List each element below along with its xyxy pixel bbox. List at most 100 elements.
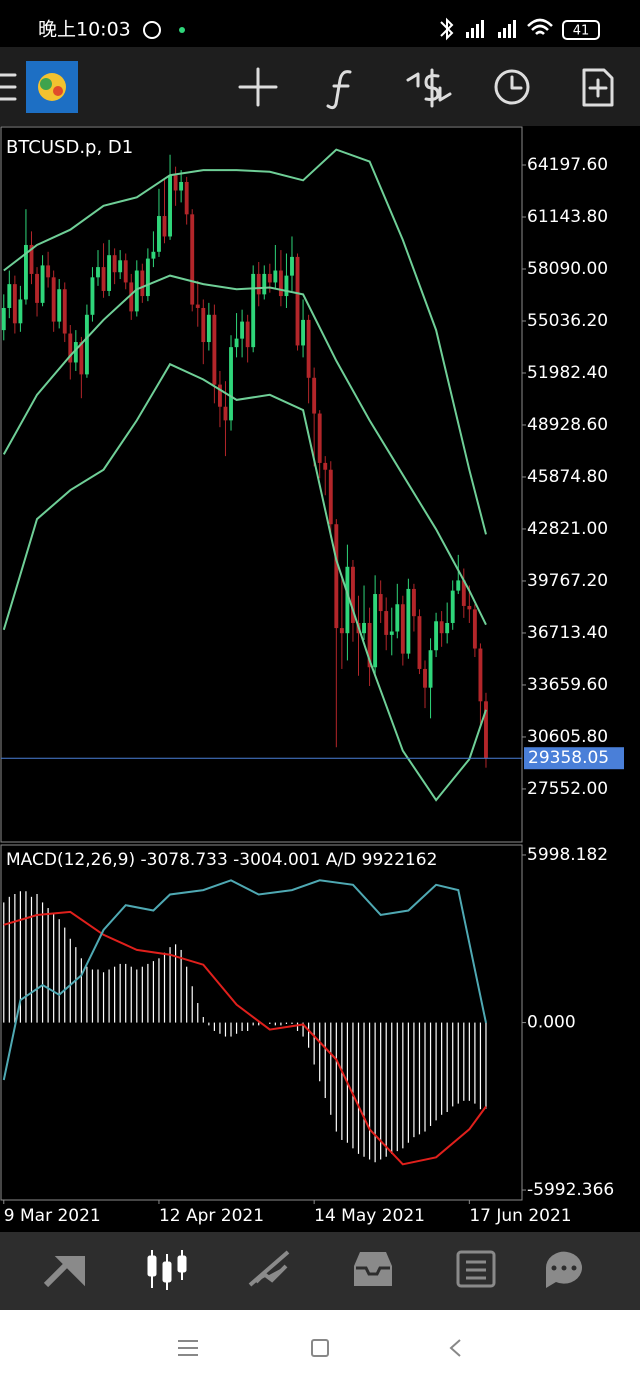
candle-body — [145, 258, 150, 297]
trade-button[interactable] — [406, 68, 452, 108]
candle-body — [195, 304, 200, 308]
y-tick-label: 5998.182 — [527, 845, 608, 865]
candle-body — [461, 580, 466, 606]
candle-body — [378, 594, 383, 612]
wifi-icon — [527, 18, 553, 35]
candle-body — [96, 267, 100, 278]
indicator-line — [2, 274, 487, 626]
y-tick-label: -5992.366 — [527, 1180, 614, 1200]
nav-menu[interactable] — [178, 1340, 198, 1356]
menu-button[interactable] — [0, 73, 17, 101]
candle-body — [334, 524, 339, 629]
candle-body — [179, 181, 184, 191]
candle-body — [395, 604, 400, 632]
candle-body — [278, 270, 283, 297]
candle-body — [206, 314, 211, 343]
y-tick-label: 45874.80 — [527, 467, 608, 487]
candle-body — [234, 338, 239, 348]
candle-body — [162, 216, 167, 237]
candle-body — [339, 628, 344, 634]
candle-body — [256, 273, 261, 295]
candle-body — [73, 342, 78, 363]
indicator-line — [3, 148, 487, 535]
candle-body — [251, 273, 256, 348]
candle-body — [384, 611, 389, 635]
signal-icons — [466, 20, 516, 38]
candle-body — [40, 265, 45, 303]
y-tick-label: 27552.00 — [527, 779, 608, 799]
indicator-line — [3, 910, 487, 1166]
history-tab[interactable] — [354, 1252, 392, 1286]
candle-body — [389, 631, 394, 635]
last-price-box — [524, 747, 624, 770]
candle-body — [84, 314, 89, 375]
candle-body — [351, 566, 355, 623]
candle-body — [35, 273, 39, 303]
candle-body — [229, 347, 233, 421]
crosshair-button[interactable] — [238, 67, 278, 107]
candle-body — [217, 384, 222, 407]
x-tick-label: 14 May 2021 — [314, 1206, 425, 1226]
y-tick-label: 55036.20 — [527, 311, 608, 331]
candle-body — [18, 299, 23, 324]
indicators-button[interactable] — [326, 70, 352, 110]
candle-body — [212, 314, 217, 385]
candle-body — [295, 256, 300, 346]
nav-back[interactable] — [449, 1339, 461, 1357]
trade-tab[interactable] — [248, 1250, 290, 1287]
candle-body — [439, 621, 444, 634]
panel-title: MACD(12,26,9) -3078.733 -3004.001 A/D 99… — [6, 850, 437, 870]
candle-body — [328, 469, 333, 525]
candle-body — [472, 609, 477, 649]
candle-body — [373, 594, 378, 668]
candle-body — [29, 244, 34, 274]
candle-body — [434, 621, 439, 651]
y-tick-label: 33659.60 — [527, 675, 608, 695]
chart-tab[interactable] — [147, 1250, 187, 1290]
bluetooth-icon — [440, 17, 454, 41]
candle-body — [345, 566, 350, 634]
notification-dot — [179, 27, 185, 33]
candle-body — [262, 273, 267, 295]
candle-body — [284, 275, 289, 297]
indicator-line — [2, 879, 487, 1081]
candle-body — [400, 604, 405, 654]
candle-body — [456, 580, 461, 591]
chat-tab[interactable] — [545, 1251, 582, 1288]
candle-body — [201, 307, 206, 343]
alarm-icon — [143, 21, 161, 39]
candle-body — [317, 413, 322, 463]
candle-body — [46, 265, 51, 278]
candle-body — [367, 622, 372, 668]
candle-body — [312, 377, 317, 414]
y-tick-label: 0.000 — [527, 1013, 576, 1033]
y-tick-label: 30605.80 — [527, 727, 608, 747]
candle-body — [79, 342, 84, 375]
candle-body — [112, 255, 117, 273]
candle-body — [184, 181, 189, 215]
nav-home[interactable] — [311, 1339, 329, 1357]
candle-body — [417, 616, 422, 669]
app-logo[interactable] — [26, 61, 78, 113]
y-tick-label: 61143.80 — [527, 207, 608, 227]
new-order-button[interactable] — [582, 68, 614, 107]
candle-body — [129, 282, 134, 312]
candle-body — [90, 277, 95, 315]
candle-body — [118, 260, 123, 273]
candle-body — [223, 406, 228, 421]
candle-body — [173, 175, 178, 191]
candle-body — [62, 289, 67, 334]
indicator-line — [2, 362, 487, 802]
history-button[interactable] — [494, 69, 530, 105]
price-panel — [0, 126, 523, 843]
candle-body — [123, 260, 128, 283]
candle-body — [273, 270, 278, 283]
candle-body — [450, 590, 455, 623]
candle-body — [151, 251, 156, 259]
candle-body — [68, 333, 73, 363]
news-tab[interactable] — [456, 1250, 496, 1288]
candle-body — [51, 277, 56, 322]
y-tick-label: 64197.60 — [527, 155, 608, 175]
quotes-tab[interactable] — [43, 1256, 85, 1288]
